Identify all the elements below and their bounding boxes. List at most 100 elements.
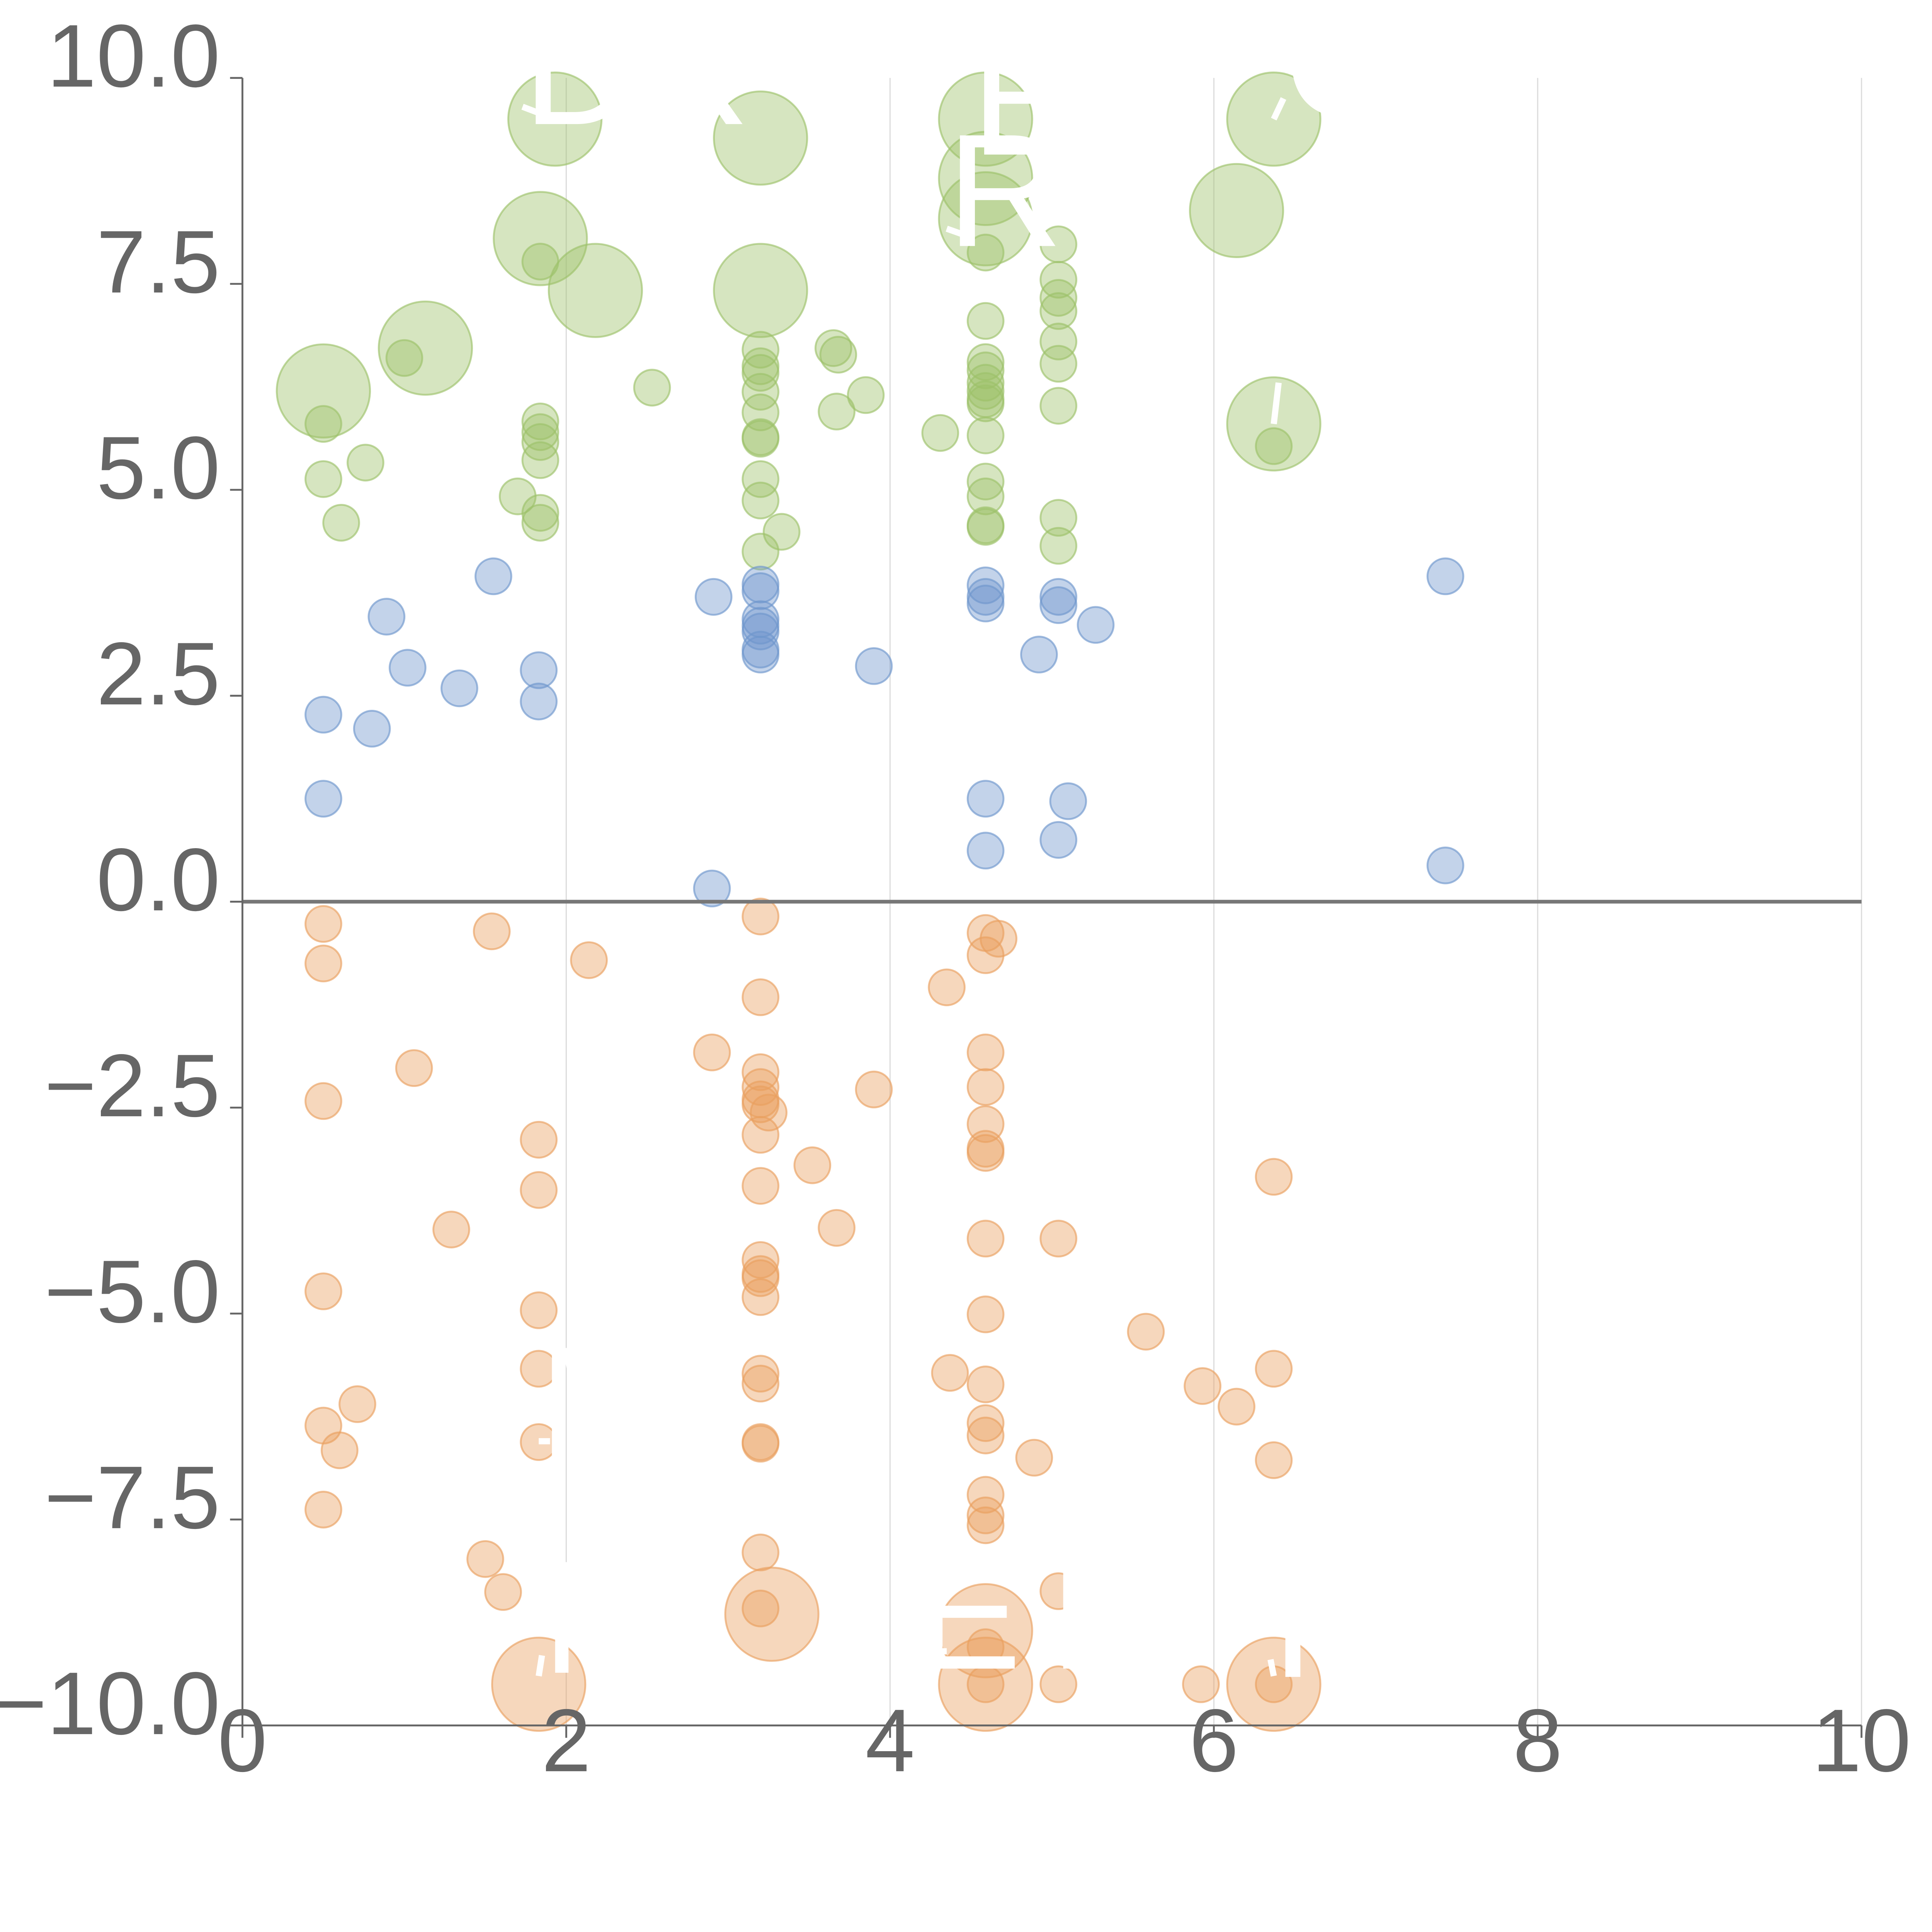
orange-point [966, 1295, 1005, 1333]
orange-point [938, 1583, 1033, 1679]
annotation-label: E [971, 9, 1078, 189]
annotation-leader [536, 1655, 545, 1677]
orange-point [520, 1291, 558, 1329]
blue-point [520, 651, 558, 689]
orange-point [304, 1272, 342, 1310]
blue-point [388, 649, 427, 687]
blue-point [1020, 636, 1058, 673]
green-point [938, 171, 1033, 267]
green-point [521, 494, 560, 532]
axes: 10.0 7.5 5.0 2.5 0.0 −2.5 −5.0 −7.5 −10.00 2 4 6 8 10 [0, 6, 1911, 1790]
blue-point [1426, 557, 1464, 595]
green-point [819, 336, 857, 374]
orange-point [1127, 1313, 1165, 1351]
green-point [521, 243, 560, 281]
orange-point [1184, 1367, 1221, 1405]
orange-point [432, 1211, 470, 1248]
y-tick-label: −7.5 [44, 1447, 220, 1547]
annotation-label: N [542, 1527, 658, 1707]
y-tick-label: 7.5 [96, 212, 220, 311]
x-tick-label: 10 [1812, 1690, 1911, 1790]
green-point [818, 393, 855, 430]
green-point [1039, 387, 1078, 425]
y-tick-label: 5.0 [96, 418, 220, 517]
green-point [713, 90, 808, 186]
green-point [742, 420, 780, 458]
blue-point [693, 869, 731, 908]
orange-point [855, 1070, 893, 1109]
orange-point [724, 1566, 820, 1662]
orange-point [570, 941, 608, 979]
orange-point [320, 1431, 359, 1469]
orange-point [966, 1506, 1005, 1544]
orange-point [966, 1219, 1005, 1258]
orange-point [742, 1355, 780, 1393]
green-point [966, 417, 1005, 454]
annotation-leader [1270, 382, 1282, 424]
annotation-leader [1271, 97, 1286, 121]
orange-point [742, 1425, 780, 1463]
orange-point [1182, 1665, 1220, 1703]
blue-point [1426, 846, 1464, 884]
green-point [966, 343, 1005, 381]
orange-point [1218, 1388, 1255, 1426]
green-point [304, 460, 342, 498]
green-point [966, 302, 1005, 340]
green-point [966, 364, 1005, 402]
orange-point [742, 898, 780, 935]
blue-point [742, 636, 780, 673]
blue-point [304, 780, 342, 818]
orange-point [1255, 1158, 1293, 1196]
orange-point [338, 1385, 376, 1423]
annotation-label: M [539, 1313, 673, 1493]
orange-point [966, 1134, 1005, 1172]
orange-point [304, 905, 342, 943]
annotation-label: Y [1279, 255, 1386, 434]
orange-point [966, 1417, 1005, 1454]
green-point [1039, 527, 1078, 565]
orange-point [1226, 1636, 1321, 1732]
annotation-leader [521, 104, 556, 122]
orange-point [484, 1573, 522, 1611]
y-tick-label: −2.5 [44, 1036, 220, 1135]
orange-point [742, 1533, 780, 1571]
orange-point [966, 1068, 1005, 1106]
green-point [921, 414, 959, 452]
green-point [304, 405, 342, 443]
green-point [966, 372, 1005, 410]
green-point [507, 71, 603, 167]
orange-point [304, 1491, 342, 1529]
blue-point [966, 780, 1005, 818]
green-point [322, 504, 360, 542]
green-point [385, 339, 423, 377]
green-point [938, 131, 1033, 226]
orange-point [466, 1540, 504, 1578]
orange-point [931, 1354, 969, 1392]
green-point [742, 373, 780, 411]
green-point [762, 513, 801, 551]
green-point [966, 508, 1005, 546]
orange-point [1015, 1439, 1053, 1477]
green-point [742, 481, 780, 520]
green-point [378, 300, 473, 396]
orange-point [966, 1366, 1005, 1403]
green-point [521, 441, 560, 479]
orange-point [966, 1404, 1005, 1442]
blue-point [367, 598, 406, 636]
y-tick-label: 2.5 [96, 624, 220, 723]
green-point [347, 444, 384, 482]
blue-point [1049, 782, 1087, 820]
orange-point [742, 1116, 780, 1154]
green-point [1039, 323, 1078, 361]
orange-point [742, 1259, 780, 1297]
orange-point [491, 1636, 587, 1732]
orange-point [742, 1167, 780, 1205]
orange-point [304, 944, 342, 983]
orange-point [742, 1589, 780, 1628]
green-point [938, 71, 1033, 167]
green-point [966, 351, 1005, 389]
green-point [1226, 71, 1321, 167]
green-point [742, 331, 780, 369]
blue-point [966, 584, 1005, 622]
x-tick-label: 4 [865, 1690, 915, 1790]
